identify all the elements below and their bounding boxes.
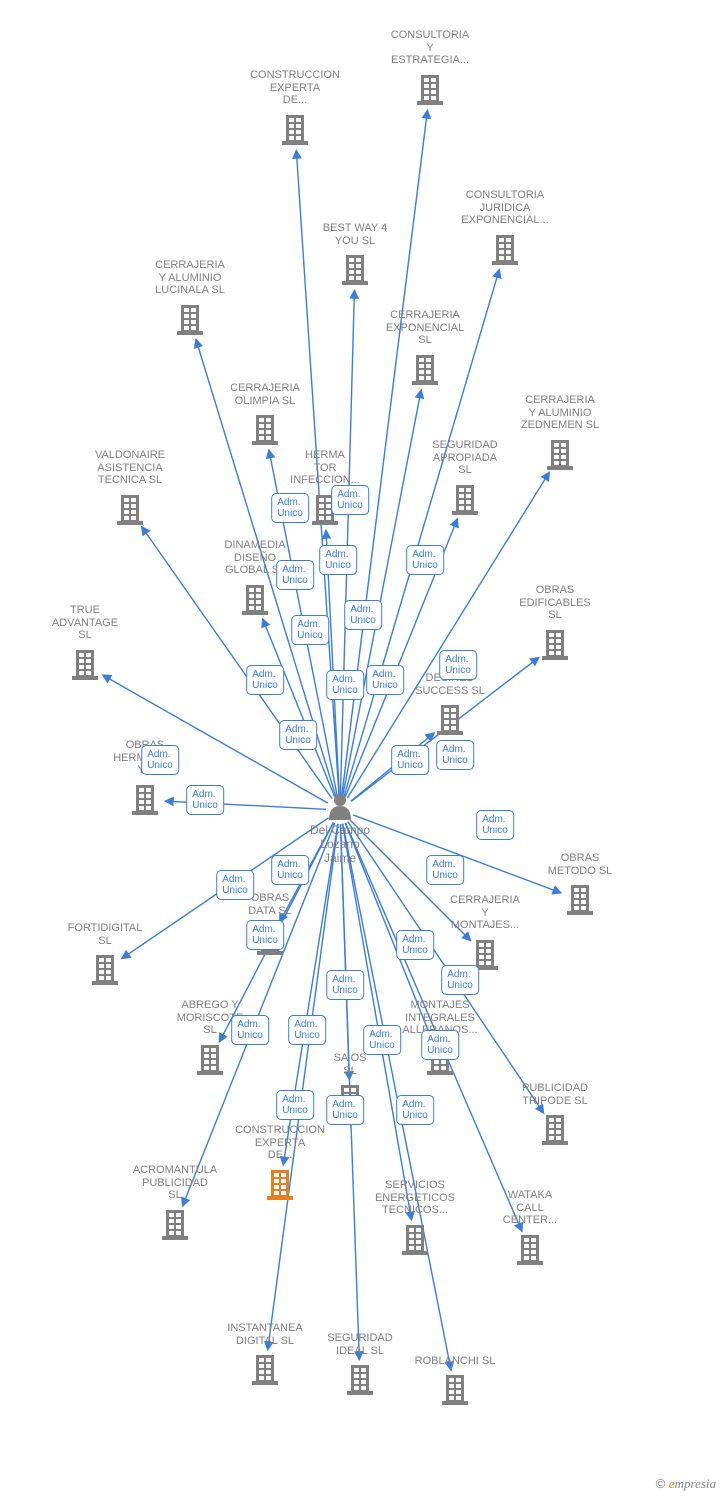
building-icon[interactable] (452, 485, 478, 515)
edge-label: Adm. Unico (476, 810, 514, 840)
edge-label: Adm. Unico (366, 665, 404, 695)
building-icon[interactable] (92, 955, 118, 985)
building-icon[interactable] (197, 1045, 223, 1075)
edge-label: Adm. Unico (344, 600, 382, 630)
edge (343, 390, 422, 797)
edge-label: Adm. Unico (246, 665, 284, 695)
building-icon[interactable] (177, 305, 203, 335)
edge-label: Adm. Unico (406, 545, 444, 575)
building-icon[interactable] (162, 1210, 188, 1240)
building-icon[interactable] (417, 75, 443, 105)
edge-label: Adm. Unico (288, 1015, 326, 1045)
edge-label: Adm. Unico (319, 545, 357, 575)
edge-label: Adm. Unico (271, 493, 309, 523)
building-icon[interactable] (412, 355, 438, 385)
edge (263, 619, 335, 797)
edge-label: Adm. Unico (276, 1090, 314, 1120)
edge-label: Adm. Unico (439, 650, 477, 680)
edge-label: Adm. Unico (391, 745, 429, 775)
building-icon[interactable] (242, 585, 268, 615)
edge-label: Adm. Unico (426, 855, 464, 885)
edge-label: Adm. Unico (331, 485, 369, 515)
edge-label: Adm. Unico (276, 560, 314, 590)
building-icon[interactable] (517, 1235, 543, 1265)
building-icon[interactable] (282, 115, 308, 145)
edge-label: Adm. Unico (326, 970, 364, 1000)
edge-label: Adm. Unico (186, 785, 224, 815)
edge-label: Adm. Unico (326, 1095, 364, 1125)
edge-label: Adm. Unico (396, 1095, 434, 1125)
edge-label: Adm. Unico (271, 855, 309, 885)
edge-label: Adm. Unico (363, 1025, 401, 1055)
building-icon[interactable] (567, 885, 593, 915)
edge-label: Adm. Unico (216, 870, 254, 900)
edge-label: Adm. Unico (396, 930, 434, 960)
edge (340, 290, 354, 796)
edge-label: Adm. Unico (436, 740, 474, 770)
building-icon[interactable] (542, 630, 568, 660)
edge-label: Adm. Unico (441, 965, 479, 995)
building-icon[interactable] (542, 1115, 568, 1145)
edge-label: Adm. Unico (279, 720, 317, 750)
building-icon[interactable] (437, 705, 463, 735)
network-canvas (0, 0, 728, 1500)
edge-label: Adm. Unico (291, 615, 329, 645)
building-icon[interactable] (252, 1355, 278, 1385)
building-icon[interactable] (442, 1375, 468, 1405)
edge (344, 269, 499, 796)
building-icon[interactable] (402, 1225, 428, 1255)
footer-copyright: © empresia (656, 1476, 716, 1492)
edge-label: Adm. Unico (231, 1015, 269, 1045)
edge-label: Adm. Unico (246, 920, 284, 950)
building-icon[interactable] (492, 235, 518, 265)
edge-label: Adm. Unico (141, 745, 179, 775)
edge-label: Adm. Unico (421, 1030, 459, 1060)
edge-label: Adm. Unico (326, 670, 364, 700)
building-icon[interactable] (347, 1365, 373, 1395)
building-icon[interactable] (117, 495, 143, 525)
building-icon[interactable] (252, 415, 278, 445)
building-icon[interactable] (547, 440, 573, 470)
building-icon[interactable] (132, 785, 158, 815)
building-icon[interactable] (72, 650, 98, 680)
building-icon[interactable] (342, 255, 368, 285)
